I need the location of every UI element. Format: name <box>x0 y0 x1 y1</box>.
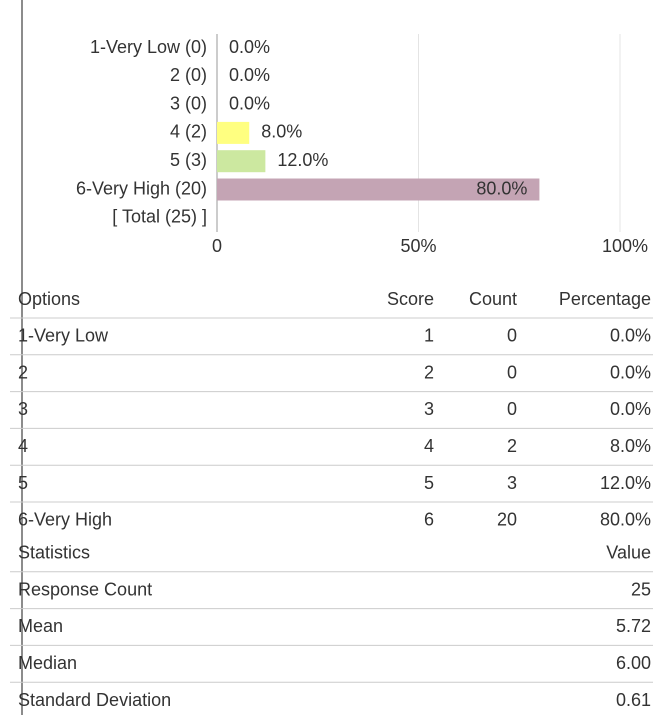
bar <box>217 150 266 173</box>
cell: 6-Very High <box>18 510 112 530</box>
category-label: 2 (0) <box>170 65 207 85</box>
cell: 3 <box>507 473 517 493</box>
column-header: Value <box>606 543 651 563</box>
cell: 20 <box>497 510 517 530</box>
category-label: 3 (0) <box>170 93 207 113</box>
total-label: [ Total (25) ] <box>112 207 207 227</box>
cell: 6 <box>424 510 434 530</box>
category-label: 5 (3) <box>170 150 207 170</box>
cell: 2 <box>507 436 517 456</box>
category-label: 6-Very High (20) <box>76 178 207 198</box>
cell: Response Count <box>18 579 152 599</box>
column-header: Score <box>387 289 434 309</box>
x-tick-label: 100% <box>602 236 648 256</box>
value-label: 80.0% <box>476 178 527 198</box>
cell: 1 <box>424 326 434 346</box>
value-label: 12.0% <box>277 150 328 170</box>
cell: 0 <box>507 362 517 382</box>
column-header: Statistics <box>18 543 90 563</box>
cell: 0 <box>507 326 517 346</box>
cell: 0.0% <box>610 399 651 419</box>
cell: 6.00 <box>616 653 651 673</box>
cell: Standard Deviation <box>18 690 171 710</box>
cell: 1-Very Low <box>18 326 109 346</box>
value-label: 0.0% <box>229 65 270 85</box>
cell: 12.0% <box>600 473 651 493</box>
cell: 0.61 <box>616 690 651 710</box>
cell: 0.0% <box>610 362 651 382</box>
category-label: 1-Very Low (0) <box>90 37 207 57</box>
cell: 2 <box>424 362 434 382</box>
cell: 0 <box>507 399 517 419</box>
value-label: 0.0% <box>229 93 270 113</box>
x-tick-label: 50% <box>400 236 436 256</box>
cell: Mean <box>18 616 63 636</box>
cell: 25 <box>631 579 651 599</box>
value-label: 0.0% <box>229 37 270 57</box>
column-header: Percentage <box>559 289 651 309</box>
column-header: Count <box>469 289 517 309</box>
cell: 80.0% <box>600 510 651 530</box>
category-label: 4 (2) <box>170 122 207 142</box>
cell: 0.0% <box>610 326 651 346</box>
value-label: 8.0% <box>261 122 302 142</box>
cell: 4 <box>424 436 434 456</box>
cell: Median <box>18 653 77 673</box>
bar <box>217 121 250 144</box>
cell: 5 <box>424 473 434 493</box>
bar <box>217 178 540 201</box>
cell: 4 <box>18 436 28 456</box>
cell: 3 <box>424 399 434 419</box>
cell: 5 <box>18 473 28 493</box>
cell: 3 <box>18 399 28 419</box>
column-header: Options <box>18 289 80 309</box>
x-tick-label: 0 <box>212 236 222 256</box>
cell: 5.72 <box>616 616 651 636</box>
cell: 8.0% <box>610 436 651 456</box>
cell: 2 <box>18 362 28 382</box>
